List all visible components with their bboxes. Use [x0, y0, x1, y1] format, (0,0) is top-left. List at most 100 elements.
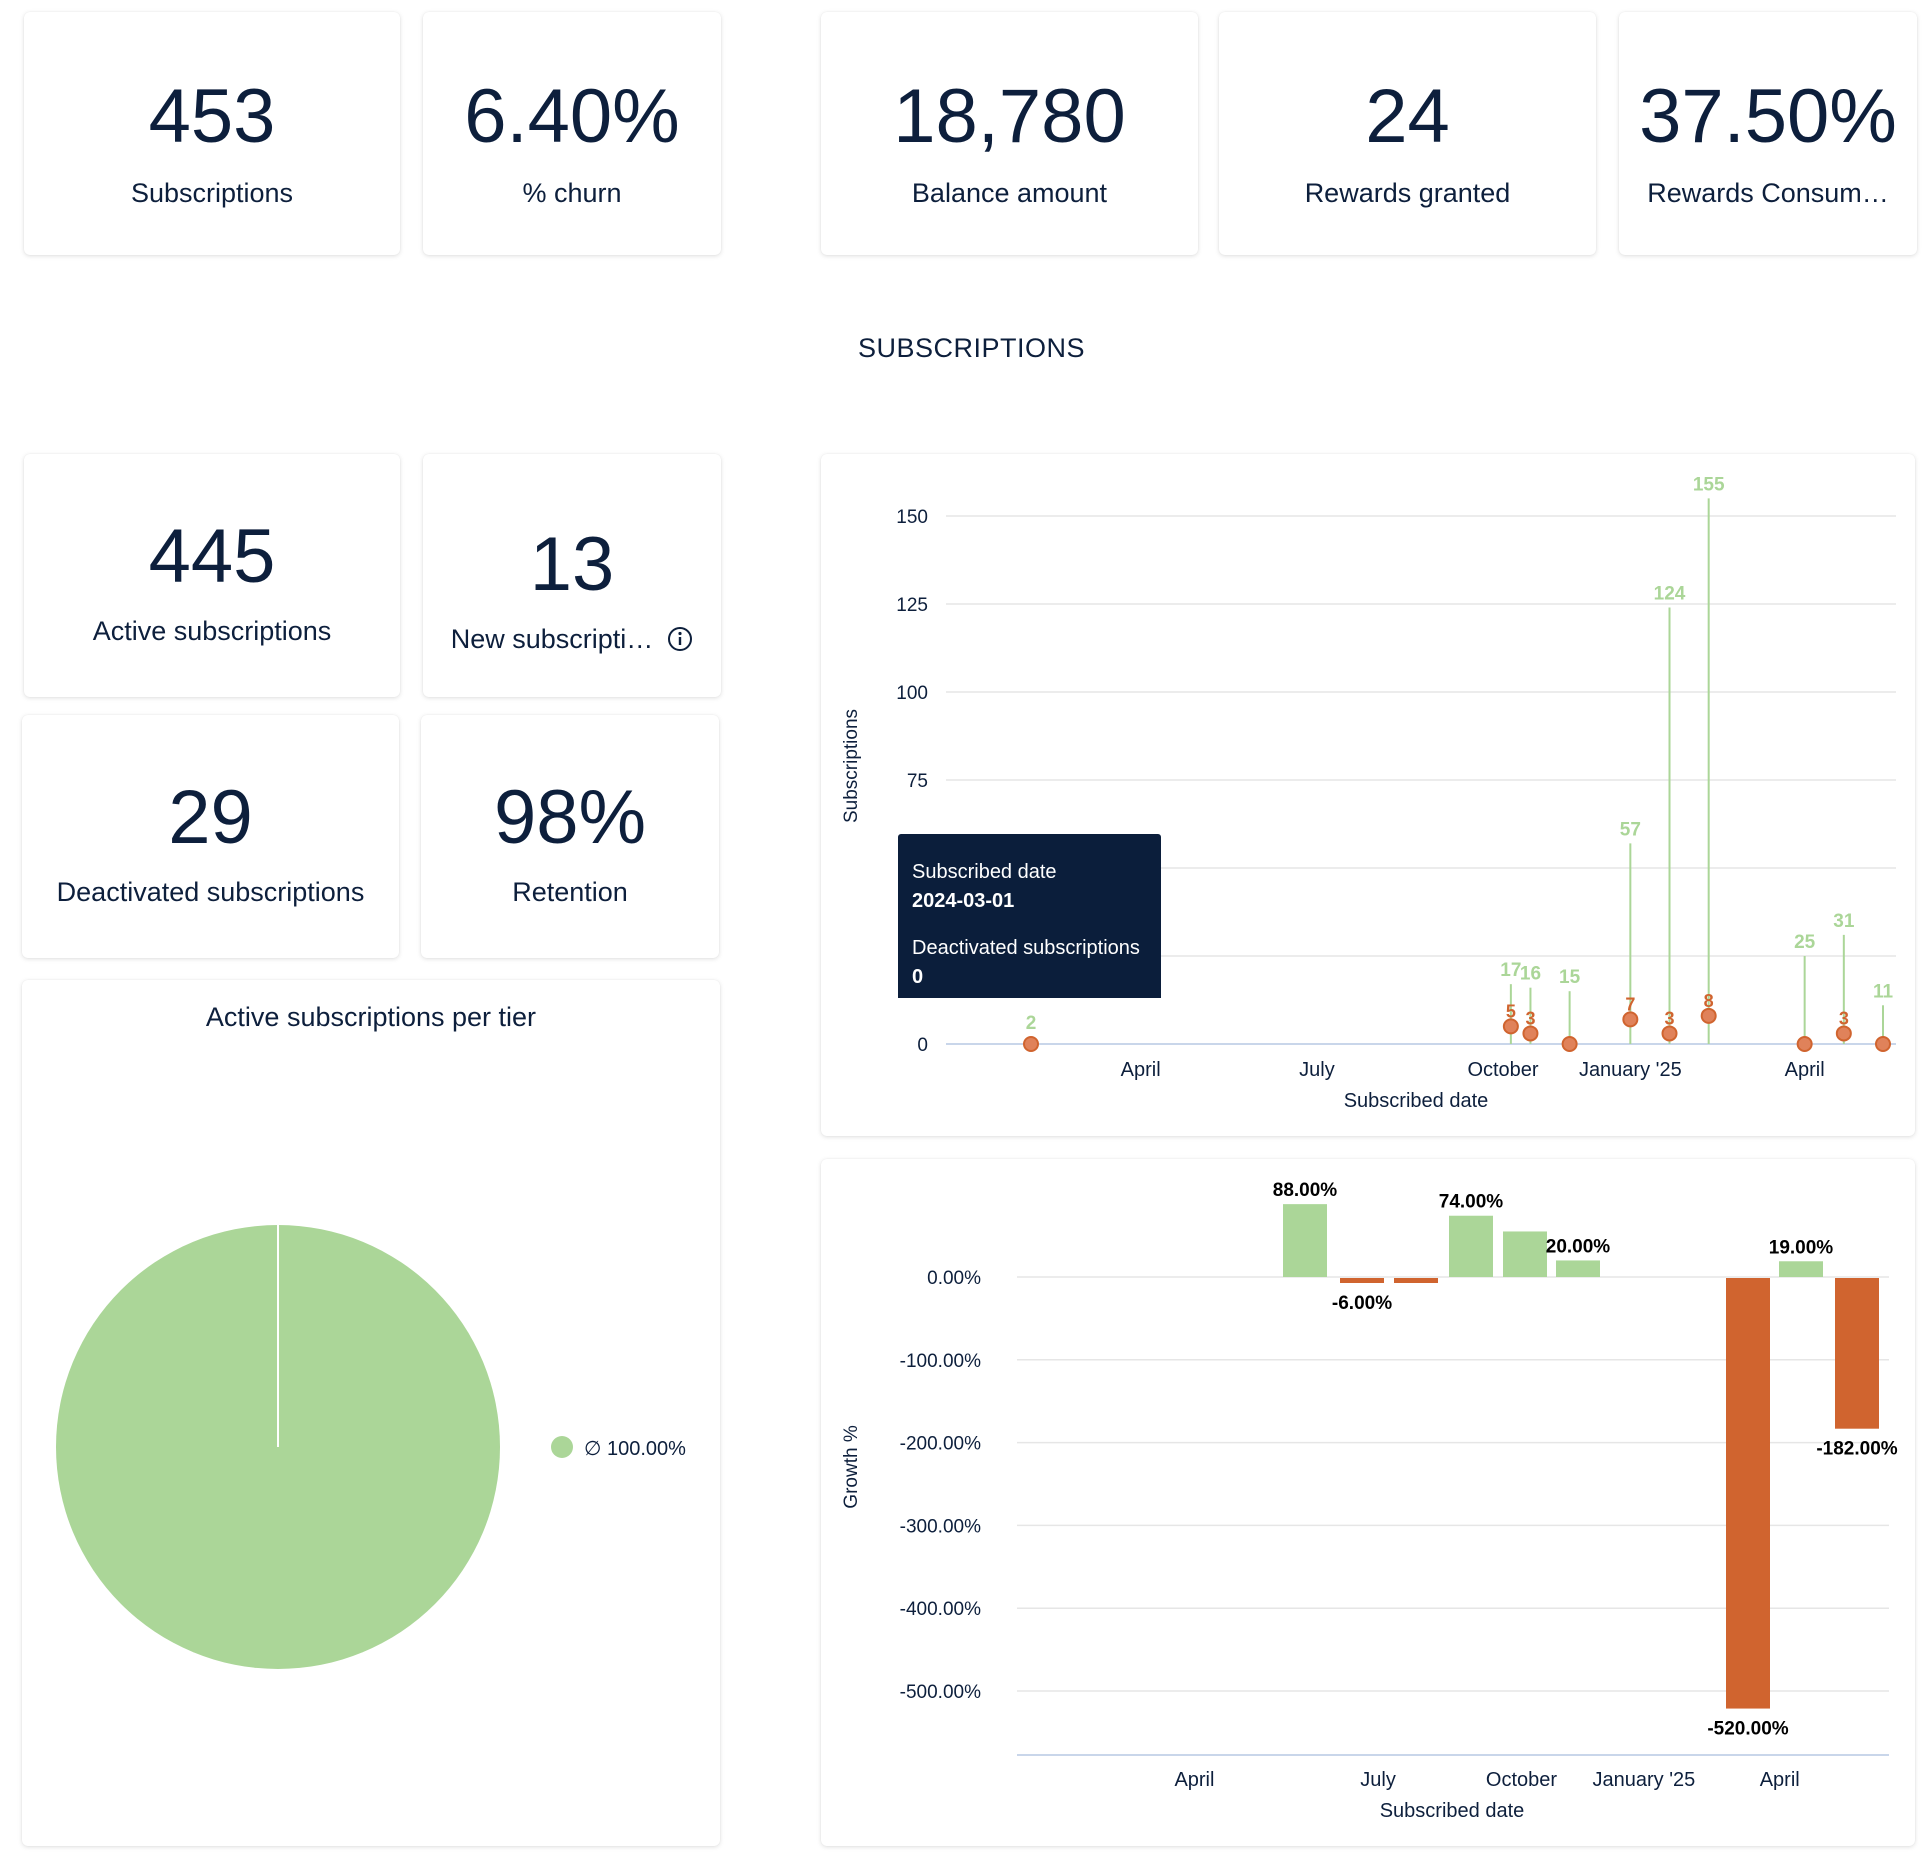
deactivated-dot [1522, 1025, 1539, 1042]
kpi-card-balance-amount[interactable]: 18,780 Balance amount [821, 12, 1198, 255]
legend-label[interactable]: ∅ 100.00% [584, 1438, 686, 1460]
growth-bar[interactable] [1835, 1278, 1879, 1429]
kpi-label: Active subscriptions [92, 616, 332, 646]
kpi-label: Rewards granted [1304, 178, 1511, 208]
kpi-value: 6.40% [464, 74, 680, 159]
tooltip-metric-value: 0 [912, 966, 924, 988]
growth-bar[interactable] [1283, 1204, 1327, 1277]
lollipop-label: 155 [1693, 474, 1725, 495]
kpi-card-new-subscriptions[interactable]: 13 New subscripti… [423, 454, 721, 697]
section-title: SUBSCRIPTIONS [858, 333, 1086, 363]
kpi-label: Subscriptions [130, 178, 294, 208]
deactivated-label: 3 [1665, 1008, 1675, 1028]
kpi-card-churn[interactable]: 6.40% % churn [423, 12, 721, 255]
bar-value-label: -520.00% [1707, 1719, 1788, 1740]
bar-value-label: -182.00% [1816, 1439, 1897, 1460]
y-tick-label: 75 [907, 771, 928, 792]
lollipop-label: 15 [1559, 967, 1581, 988]
x-tick-label: April [1121, 1059, 1161, 1081]
y-tick-label: 100 [896, 683, 928, 704]
growth-chart-card: 0.00% -100.00% -200.00% -300.00% -400.00% -50… [821, 1159, 1915, 1846]
tooltip-date-value: 2024-03-01 [912, 890, 1015, 912]
kpi-label: Balance amount [911, 178, 1108, 208]
y-tick-label: -500.00% [900, 1682, 981, 1703]
kpi-value: 13 [529, 522, 615, 607]
kpi-label-text: New subscripti… [450, 624, 654, 654]
chart-tooltip: Subscribed date 2024-03-01 Deactivated s… [898, 834, 1161, 998]
kpi-value: 37.50% [1639, 74, 1897, 159]
deactivated-dot [1502, 1018, 1519, 1035]
y-tick-label: 125 [896, 595, 928, 616]
y-tick-label: -400.00% [900, 1599, 981, 1620]
kpi-label: % churn [522, 178, 622, 208]
deactivated-dot [1023, 1036, 1039, 1052]
subscriptions-chart-card: 0 75 100 125 150 April July October January '25 A… [821, 454, 1915, 1136]
y-tick-label: -200.00% [900, 1434, 981, 1455]
deactivated-label: 8 [1704, 991, 1714, 1011]
x-tick-label: January '25 [1593, 1769, 1696, 1791]
growth-bar[interactable] [1726, 1278, 1770, 1709]
bar-value-label: -6.00% [1332, 1293, 1392, 1314]
deactivated-dot [1796, 1036, 1813, 1052]
lollipop-label: 11 [1873, 981, 1894, 1002]
x-axis-title: Subscribed date [1344, 1090, 1489, 1112]
deactivated-label: 3 [1525, 1008, 1535, 1028]
deactivated-label: 5 [1506, 1001, 1516, 1021]
deactivated-dot [1700, 1007, 1717, 1024]
kpi-label: Rewards Consum… [1647, 178, 1889, 208]
y-tick-label: 0.00% [927, 1268, 981, 1289]
x-tick-label: October [1467, 1059, 1538, 1081]
lollipop-label: 57 [1620, 819, 1641, 840]
growth-bar[interactable] [1394, 1278, 1438, 1283]
deactivated-dot [1875, 1036, 1891, 1052]
kpi-card-rewards-consumed[interactable]: 37.50% Rewards Consum… [1619, 12, 1917, 255]
deactivated-label: 7 [1625, 994, 1635, 1014]
growth-bar[interactable] [1449, 1215, 1493, 1277]
lollipop-label: 25 [1794, 932, 1816, 953]
kpi-card-rewards-granted[interactable]: 24 Rewards granted [1219, 12, 1596, 255]
growth-chart: 0.00% -100.00% -200.00% -300.00% -400.00% -50… [841, 1180, 1898, 1822]
deactivated-label: 3 [1839, 1008, 1849, 1028]
x-tick-label: July [1360, 1769, 1396, 1791]
deactivated-dot [1622, 1011, 1639, 1028]
growth-bar[interactable] [1503, 1231, 1547, 1277]
x-tick-label: April [1174, 1769, 1214, 1791]
tooltip-date-label: Subscribed date [912, 861, 1057, 883]
deactivated-dot [1661, 1025, 1678, 1042]
x-tick-label: April [1760, 1769, 1800, 1791]
kpi-label: Retention [512, 877, 628, 907]
x-tick-label: July [1299, 1059, 1335, 1081]
chart-title: Active subscriptions per tier [205, 1002, 537, 1032]
kpi-value: 453 [148, 74, 276, 159]
kpi-value: 29 [168, 775, 253, 860]
x-axis-title: Subscribed date [1380, 1800, 1525, 1822]
kpi-value: 445 [148, 514, 276, 599]
kpi-value: 18,780 [893, 74, 1126, 159]
bar-value-label: 19.00% [1769, 1237, 1834, 1258]
growth-bar[interactable] [1340, 1278, 1384, 1283]
bar-value-label: 74.00% [1439, 1192, 1504, 1213]
kpi-card-deactivated-subscriptions[interactable]: 29 Deactivated subscriptions [22, 715, 399, 958]
kpi-card-subscriptions[interactable]: 453 Subscriptions [24, 12, 400, 255]
lollipop-label: 17 [1500, 960, 1521, 981]
y-axis-title: Subscriptions [841, 709, 862, 823]
x-tick-label: April [1785, 1059, 1825, 1081]
growth-bar[interactable] [1779, 1261, 1823, 1277]
lollipop-label: 16 [1520, 964, 1541, 985]
y-tick-label: -100.00% [900, 1351, 981, 1372]
y-tick-label: 0 [917, 1035, 928, 1056]
kpi-card-retention[interactable]: 98% Retention [421, 715, 719, 958]
kpi-label: New subscripti… [433, 622, 711, 656]
x-tick-label: January '25 [1579, 1059, 1682, 1081]
kpi-label: Deactivated subscriptions [56, 877, 365, 907]
lollipop-label: 124 [1654, 584, 1686, 605]
growth-bar[interactable] [1556, 1260, 1600, 1277]
kpi-card-active-subscriptions[interactable]: 445 Active subscriptions [24, 454, 400, 697]
y-axis-title: Growth % [841, 1425, 862, 1509]
bar-value-label: 88.00% [1273, 1180, 1338, 1201]
legend-marker[interactable] [551, 1436, 573, 1458]
lollipop-label: 31 [1833, 911, 1855, 932]
kpi-value: 98% [493, 775, 647, 860]
deactivated-dot [1835, 1025, 1852, 1042]
info-icon[interactable] [667, 626, 693, 652]
